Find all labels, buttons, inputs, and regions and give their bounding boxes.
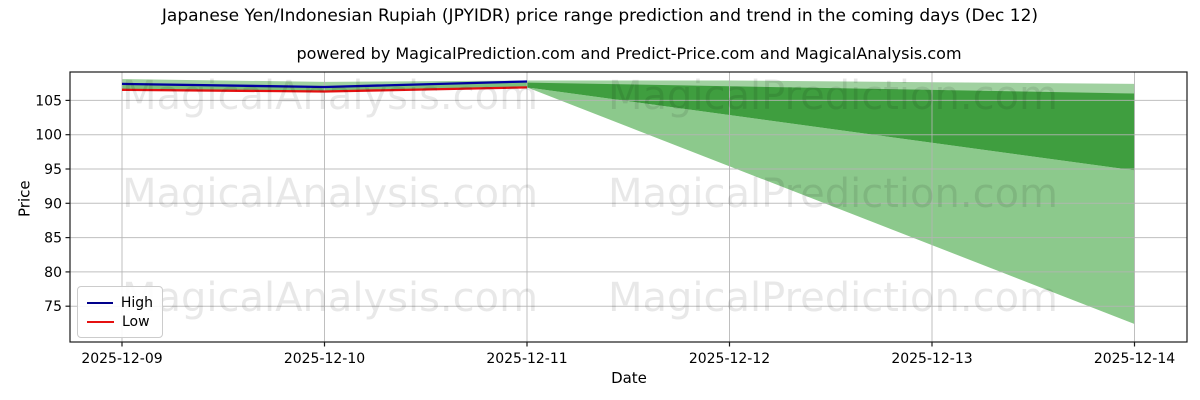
x-tick-label: 2025-12-09 (81, 351, 162, 367)
legend-label-high: High (120, 294, 153, 311)
x-tick-label: 2025-12-14 (1094, 351, 1175, 367)
legend-item-low: Low (87, 312, 153, 331)
y-tick-label: 75 (44, 299, 62, 315)
low-line (121, 86, 528, 93)
high-line-swatch (87, 301, 113, 304)
x-tick-label: 2025-12-13 (891, 351, 972, 367)
prediction-wedge-dark (527, 82, 1135, 171)
x-axis-label: Date (611, 369, 647, 387)
legend-item-high: High (87, 293, 153, 312)
x-tick-label: 2025-12-10 (284, 351, 365, 367)
y-tick-label: 100 (35, 128, 62, 144)
prediction-wedge-light (527, 87, 1135, 325)
y-axis-label: Price (15, 180, 34, 217)
x-tick-label: 2025-12-11 (486, 351, 567, 367)
legend-label-low: Low (122, 313, 150, 330)
axes-border (69, 71, 1188, 343)
y-tick-label: 95 (44, 162, 62, 178)
chart-title: Japanese Yen/Indonesian Rupiah (JPYIDR) … (161, 6, 1039, 26)
low-line-swatch (87, 320, 114, 323)
y-tick-label: 90 (44, 196, 62, 212)
high-line (121, 80, 528, 89)
chart-subtitle: powered by MagicalPrediction.com and Pre… (296, 44, 962, 63)
y-tick-label: 80 (44, 265, 62, 281)
legend: High Low (77, 286, 163, 338)
y-tick-label: 105 (35, 93, 62, 109)
y-tick-label: 85 (44, 231, 62, 247)
x-tick-label: 2025-12-12 (689, 351, 770, 367)
